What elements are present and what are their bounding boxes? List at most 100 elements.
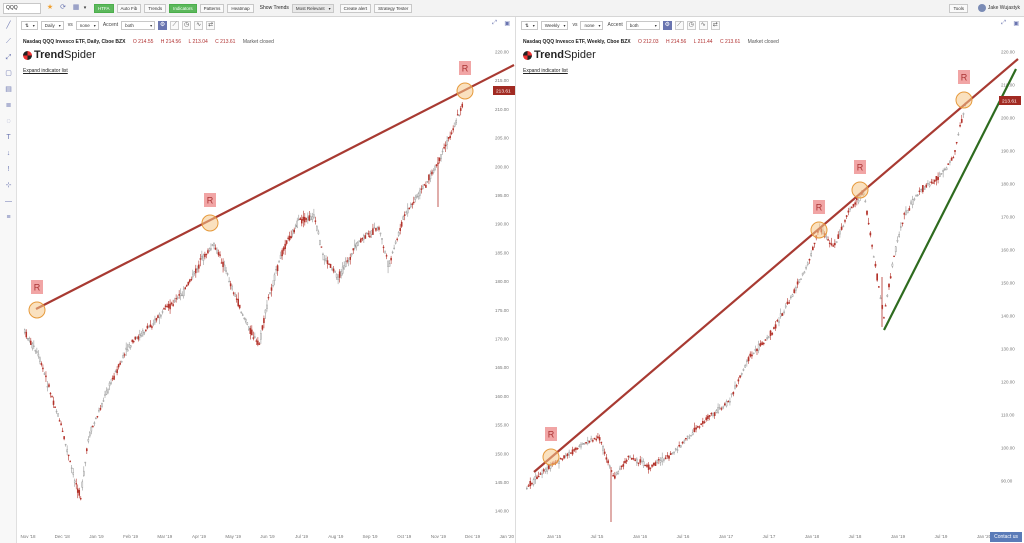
create-alert-button[interactable]: Create alert [339,3,372,13]
layout-grid-icon[interactable]: ▦ [72,4,80,11]
expand-icon[interactable]: ⤢ [492,20,497,26]
candle [36,351,38,354]
ruler-icon[interactable]: ⟋ [170,20,180,30]
candle [263,318,265,324]
marker-tool-icon[interactable]: ! [7,166,10,173]
most-relevant-select[interactable]: Most Relevant [291,3,334,13]
candle [788,302,790,304]
toolbar-button-trends[interactable]: Trends [144,3,167,13]
toolbar-button-auto-fib[interactable]: Auto Fib [116,3,142,13]
chart-type-select[interactable]: ⇅ [21,20,38,30]
candle [385,255,388,257]
indicator-icon[interactable]: ∿ [194,20,204,30]
arrow-down-tool-icon[interactable]: ↓ [6,150,11,157]
candle [30,340,32,345]
accent-select[interactable]: both [625,20,660,30]
compare-select[interactable]: none [75,20,99,30]
fib-tool-icon[interactable]: ≣ [5,102,12,109]
settings-sliders-icon[interactable]: ≡ [6,214,11,221]
candle [284,243,286,250]
y-tick-label: 100.00 [1001,446,1015,451]
candle [906,209,909,214]
candle [235,298,238,300]
candle [585,442,587,444]
star-icon[interactable]: ★ [46,4,54,11]
candle [314,220,317,222]
accent-select[interactable]: both [121,20,156,30]
candle [411,203,414,205]
clock-icon[interactable]: ◷ [182,20,192,30]
trend-tool-icon[interactable]: ⤢ [5,54,12,61]
candle [910,201,912,204]
candle [944,168,946,171]
candle [773,327,775,329]
candle [546,467,548,472]
x-tick-label: Jan '15 [547,534,562,539]
chart-type-select[interactable]: ⇅ [521,20,538,30]
candle [666,455,669,457]
indicator-icon[interactable]: ∿ [698,20,708,30]
compare-icon[interactable]: ⇄ [206,20,216,30]
camera-icon[interactable]: ▣ [504,21,510,27]
ruler-icon[interactable]: ⟋ [674,20,684,30]
candle [210,248,212,250]
toolbar-button-htfa[interactable]: HTFA [94,3,114,13]
interval-select[interactable]: Daily [40,20,64,30]
y-tick-label: 110.00 [1001,413,1015,418]
expand-icon[interactable]: ⤢ [1001,20,1006,26]
candle [78,490,81,496]
chart-toolbar: ⇅ Daily vs none Accent both ⚙ ⟋ ◷ ∿ ⇄ [18,17,515,33]
tools-button[interactable]: Tools [949,4,968,13]
expand-indicator-link[interactable]: Expand indicator list [523,68,568,74]
toolbar-button-patterns[interactable]: Patterns [199,3,225,13]
candle [905,210,907,215]
candle [455,120,457,123]
compare-icon[interactable]: ⇄ [710,20,720,30]
candle [258,343,261,345]
candle [630,457,633,460]
candle [774,324,777,329]
expand-indicator-link[interactable]: Expand indicator list [23,68,68,74]
symbol-search-input[interactable]: QQQ [3,2,41,14]
line-tool-icon[interactable]: ╱ [6,22,11,29]
candle [329,263,332,268]
candle [844,220,846,222]
candle [178,294,180,296]
gear-icon[interactable]: ⚙ [158,20,168,30]
toolbar-button-indicators[interactable]: Indicators [169,3,197,13]
low-value: L 213.04 [188,39,208,45]
candle [690,435,692,437]
circle-tool-icon[interactable]: ◌ [6,118,11,125]
ray-tool-icon[interactable]: ⟋ [6,38,11,45]
toolbar-button-heatmap[interactable]: Heatmap [227,3,254,13]
rectangle-tool-icon[interactable]: ▢ [5,70,12,77]
gear-icon[interactable]: ⚙ [662,20,672,30]
candle [160,315,162,317]
candle [244,318,247,322]
daily-candlestick-chart[interactable]: 220.00 215.00 210.00 205.00 200.00 195.00 190.… [18,17,516,543]
candle [320,246,323,248]
chevron-down-icon[interactable]: ▾ [83,5,87,11]
text-tool-icon[interactable]: T [6,134,11,141]
clock-icon[interactable]: ◷ [686,20,696,30]
support-trendline [883,68,1017,331]
candle [681,442,684,444]
x-tick-label: Oct '19 [397,534,412,539]
camera-icon[interactable]: ▣ [1013,21,1019,27]
candle [798,279,801,283]
horizontal-line-icon[interactable]: — [5,198,12,205]
x-tick-label: Jul '19 [935,534,948,539]
user-menu[interactable]: Jake Wujastyk [977,4,1020,12]
channel-tool-icon[interactable]: ▤ [5,86,12,93]
weekly-candlestick-chart[interactable]: 220.00210.00200.00190.00180.00170.00160.… [518,17,1024,543]
candle [663,459,665,461]
show-trends-label: Show Trends [259,5,289,11]
strategy-tester-button[interactable]: Strategy Tester [374,3,413,13]
refresh-icon[interactable]: ⟳ [60,4,66,11]
contact-us-button[interactable]: Contact us [990,532,1022,542]
interval-select[interactable]: Weekly [540,20,569,30]
candle [188,279,191,283]
measure-tool-icon[interactable]: ⊹ [5,182,12,189]
compare-select[interactable]: none [580,20,604,30]
candle [387,260,389,267]
